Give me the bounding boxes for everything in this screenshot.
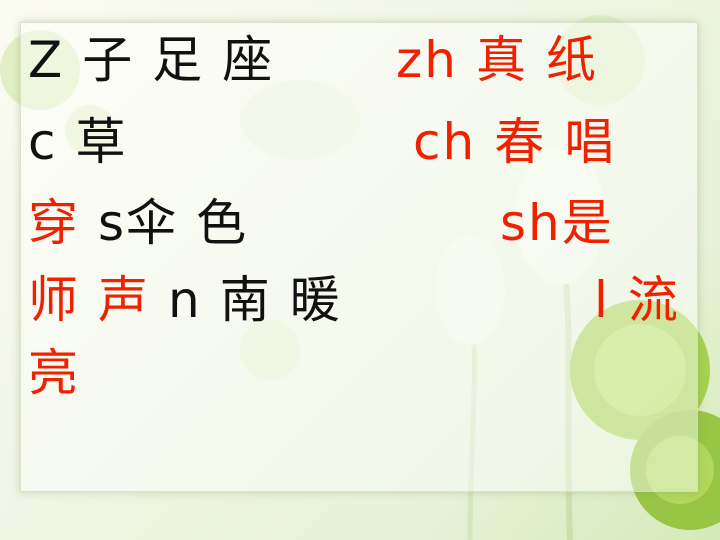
word: n	[168, 271, 202, 329]
word: 子	[82, 31, 135, 89]
word: 南	[219, 271, 272, 329]
word: sh是	[500, 194, 614, 252]
word: 足	[152, 31, 205, 89]
word: 亮	[28, 344, 80, 402]
text-line-1-right: zh 真纸	[396, 30, 598, 90]
word: 色	[196, 194, 249, 252]
word: 声	[98, 271, 150, 329]
word: 师	[28, 271, 80, 329]
text-line-3-right: sh是	[500, 193, 614, 253]
word: 座	[222, 31, 275, 89]
word: 纸	[545, 31, 598, 89]
word: 唱	[564, 113, 617, 171]
content-panel	[20, 22, 698, 492]
word: 春	[494, 113, 547, 171]
word: 草	[75, 113, 128, 171]
word: 穿	[28, 194, 80, 252]
word: s伞	[98, 194, 179, 252]
word: ch	[413, 113, 477, 171]
text-line-5: 亮	[28, 343, 80, 403]
word: 真	[475, 31, 528, 89]
word: 暖	[289, 271, 342, 329]
word: Z	[28, 31, 65, 89]
word: 流	[627, 271, 680, 329]
text-line-3: 穿 s伞色	[28, 193, 248, 253]
word: l	[594, 271, 610, 329]
word: c	[28, 113, 58, 171]
text-line-2-right: ch 春唱	[413, 112, 616, 172]
word: zh	[396, 31, 458, 89]
